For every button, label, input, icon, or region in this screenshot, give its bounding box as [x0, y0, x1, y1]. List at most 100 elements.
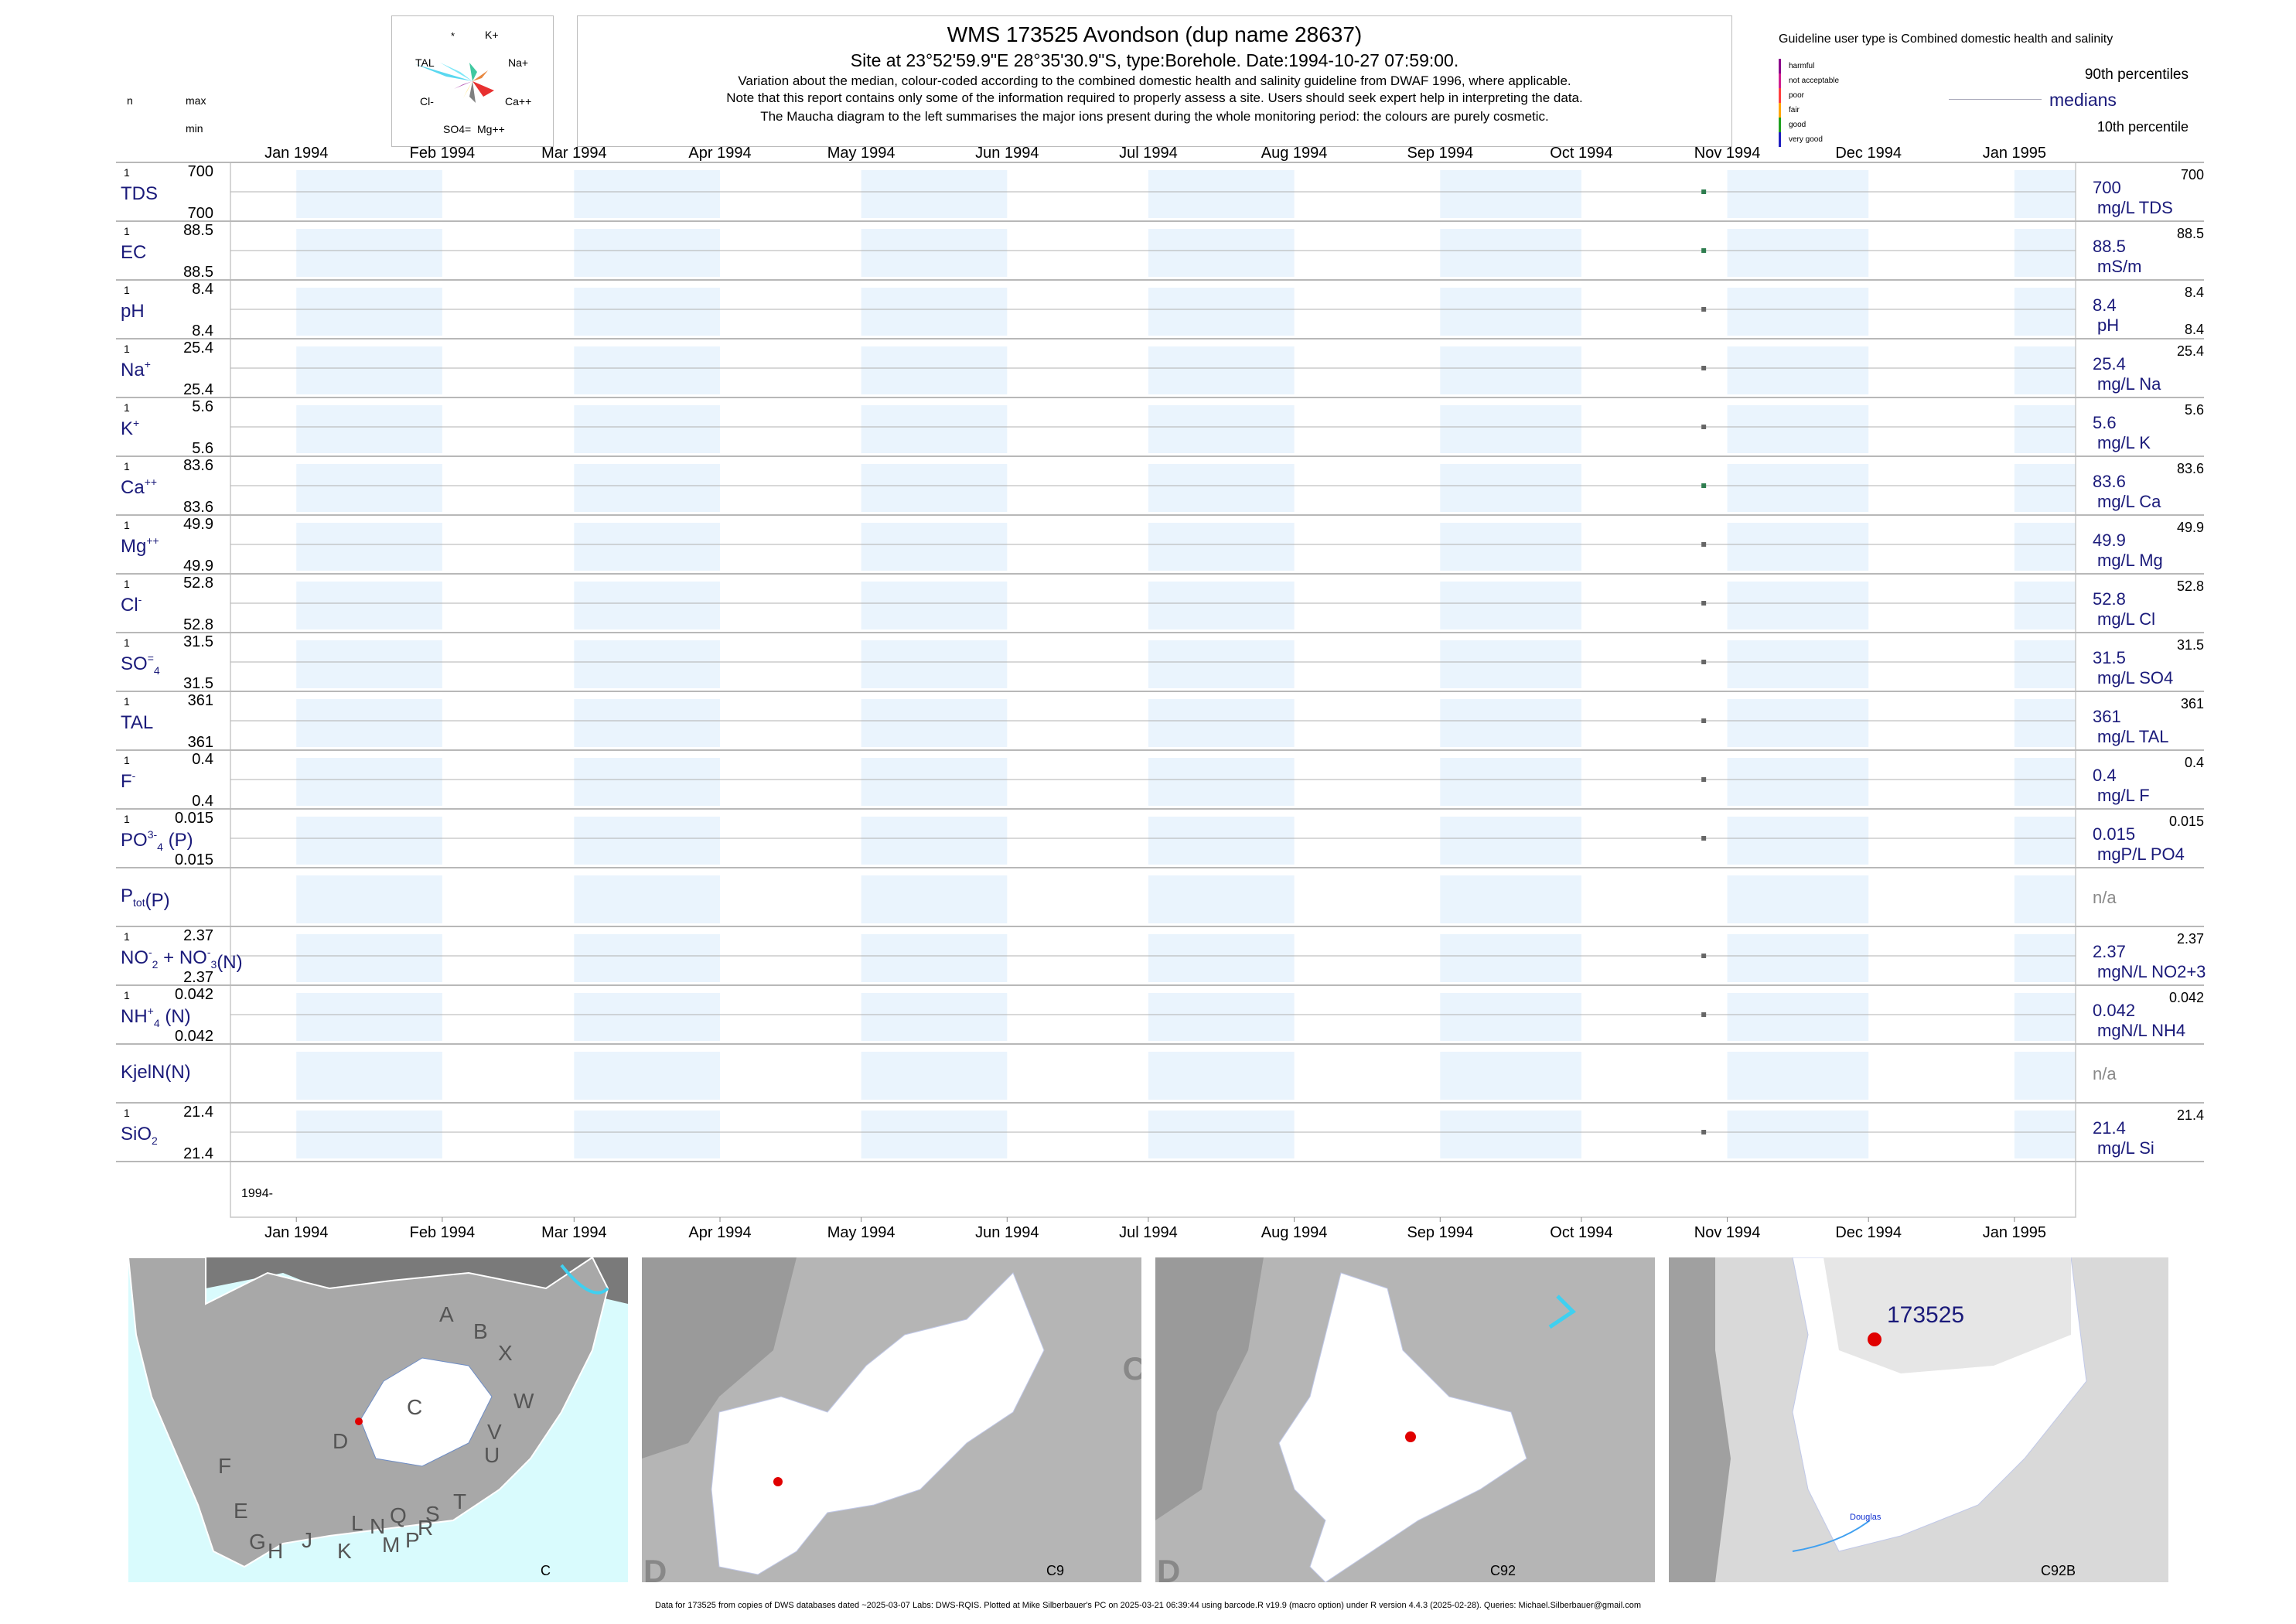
sample-point	[1701, 366, 1707, 370]
sample-point	[1701, 307, 1707, 312]
month-band	[1440, 288, 1581, 336]
map-c-region-letter: U	[484, 1443, 500, 1467]
map-c-region-letter: T	[453, 1489, 467, 1513]
x-tick-label-top: Jul 1994	[1119, 145, 1178, 162]
sample-point	[1701, 248, 1707, 253]
month-band	[1440, 1052, 1581, 1100]
month-band	[296, 464, 442, 512]
max-value: 8.4	[192, 281, 213, 298]
month-band	[1148, 640, 1295, 688]
month-band	[1727, 582, 1869, 629]
map-c92-svg	[1155, 1257, 1576, 1582]
map-panel-c92: D C92	[1155, 1257, 1655, 1582]
month-band	[861, 523, 1008, 571]
x-tick-label-top: Nov 1994	[1694, 145, 1761, 162]
label-tail: (P)	[145, 890, 170, 911]
note-line-1: Variation about the median, colour-coded…	[738, 73, 1571, 88]
sample-point	[1701, 777, 1707, 782]
map-c-region-letter: K	[337, 1539, 352, 1563]
p10-label: 10th percentile	[2096, 119, 2189, 135]
month-band	[1148, 170, 1295, 218]
month-band	[861, 640, 1008, 688]
map-c92b-neighbour	[1669, 1257, 1731, 1582]
label-sub: tot	[133, 896, 145, 909]
min-value: 0.4	[192, 793, 213, 810]
p90-label: 90th percentiles	[2084, 67, 2189, 83]
min-value: 0.042	[175, 1028, 213, 1045]
month-band	[1440, 817, 1581, 865]
max-value: 25.4	[183, 339, 213, 357]
x-tick-label-top: May 1994	[827, 145, 896, 162]
map-c-region-letter: L	[351, 1511, 363, 1535]
month-band	[574, 346, 721, 394]
p90-value: 700	[2181, 167, 2204, 183]
label-main: TDS	[121, 183, 158, 204]
label-sp	[163, 830, 169, 851]
label-main: pH	[121, 301, 145, 322]
maucha-sector-star	[440, 63, 473, 81]
map-c92-site-dot	[1405, 1431, 1416, 1442]
median-value: 361	[2093, 707, 2121, 726]
x-tick-label-top: Jan 1994	[264, 145, 328, 162]
label-tail: (N)	[165, 1006, 190, 1027]
month-band	[2014, 699, 2076, 747]
x-tick-label-top: Feb 1994	[410, 145, 476, 162]
legend-class-swatch	[1779, 88, 1781, 103]
parameter-label: NH+4 (N)	[121, 1005, 191, 1029]
unit-label: mg/L Na	[2097, 374, 2161, 394]
map-c-region-letter: X	[498, 1341, 513, 1365]
sample-point	[1701, 601, 1707, 606]
sample-point	[1701, 189, 1707, 194]
label-sup: -	[148, 946, 152, 958]
unit-label: mg/L K	[2097, 433, 2151, 452]
map-c9-edge-letter-c: C	[1122, 1350, 1141, 1387]
n-value: 1	[124, 225, 130, 237]
label-sub: 4	[154, 664, 160, 677]
month-band	[861, 288, 1008, 336]
x-tick-label-bottom: Jun 1994	[975, 1224, 1039, 1241]
month-band	[574, 1052, 721, 1100]
month-band	[1727, 875, 1869, 923]
note-line-3: The Maucha diagram to the left summarise…	[760, 109, 1549, 124]
month-band	[2014, 405, 2076, 453]
median-value: 5.6	[2093, 413, 2117, 432]
month-band	[2014, 875, 2076, 923]
map-c92-corner-label: C92	[1489, 1563, 1516, 1578]
month-band	[2014, 288, 2076, 336]
month-band	[1727, 170, 1869, 218]
median-value: 31.5	[2093, 648, 2126, 667]
month-band	[1440, 229, 1581, 277]
month-band	[1727, 464, 1869, 512]
median-na: n/a	[2093, 1064, 2117, 1083]
month-band	[861, 699, 1008, 747]
max-value: 83.6	[183, 457, 213, 474]
legend-class-swatch	[1779, 103, 1781, 118]
label-sup2: -	[207, 946, 211, 958]
month-band	[1440, 934, 1581, 982]
median-value: 21.4	[2093, 1118, 2126, 1138]
parameter-label: EC	[121, 242, 146, 263]
month-band	[861, 934, 1008, 982]
legend-class-label: very good	[1789, 135, 1823, 144]
unit-label: mg/L F	[2097, 786, 2150, 805]
map-c9-neighbour	[642, 1257, 797, 1459]
month-band	[1727, 699, 1869, 747]
maucha-label-na: Na+	[508, 56, 529, 69]
label-sup: +	[133, 417, 139, 429]
maucha-sector-tal	[415, 64, 473, 81]
month-band	[1727, 523, 1869, 571]
legend-class-1: not acceptable	[1779, 73, 1839, 88]
unit-label: mg/L Ca	[2097, 492, 2161, 511]
label-sup: -	[132, 769, 136, 782]
sample-point	[1701, 542, 1707, 547]
p90-value: 361	[2181, 696, 2204, 711]
maucha-label-so4: SO4=	[443, 123, 472, 135]
map-c-region-letter: P	[405, 1528, 420, 1552]
month-band	[2014, 346, 2076, 394]
month-band	[1440, 170, 1581, 218]
map-c-region-letter: N	[370, 1514, 386, 1538]
label-sub: 4	[154, 1017, 160, 1029]
label-main: Cl	[121, 595, 138, 616]
month-band	[574, 699, 721, 747]
